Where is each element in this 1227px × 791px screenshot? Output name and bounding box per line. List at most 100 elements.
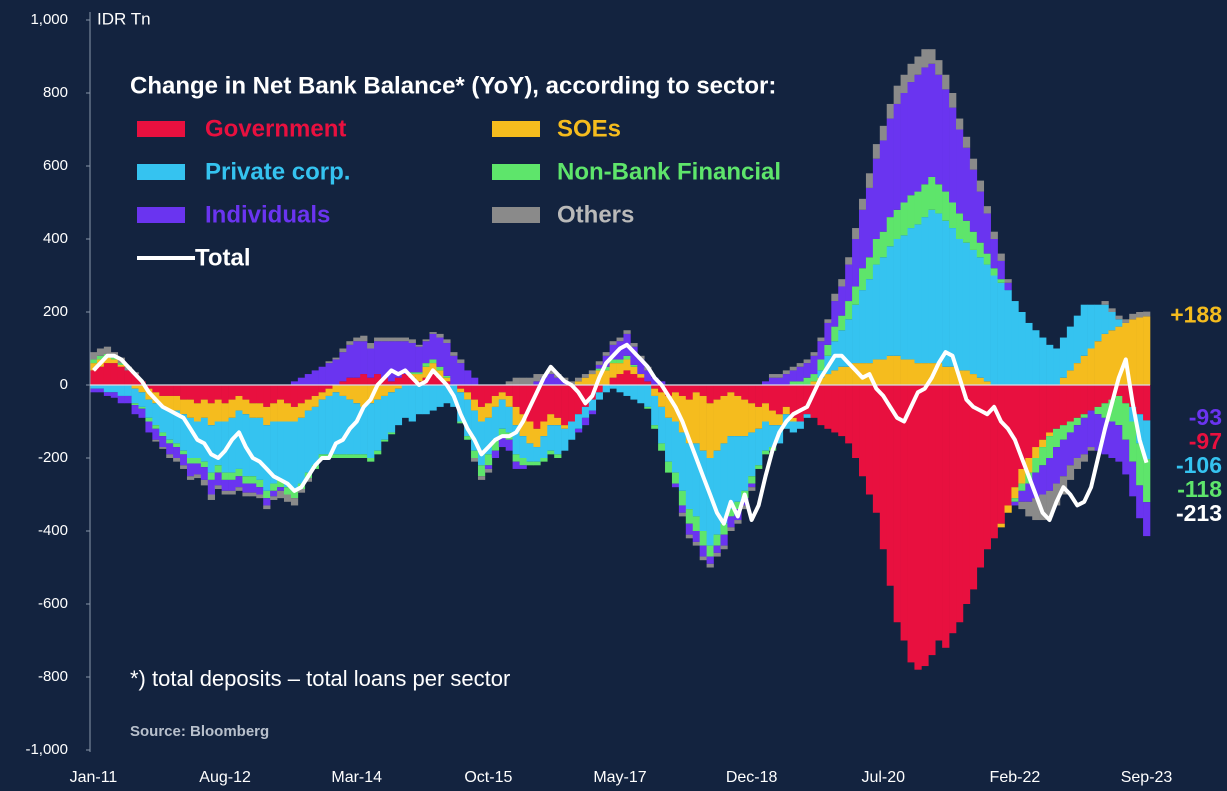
bar-segment — [110, 392, 119, 398]
bar-segment — [921, 217, 929, 364]
bar-segment — [886, 246, 894, 356]
bar-segment — [221, 472, 229, 480]
bar-segment — [789, 421, 797, 433]
bar-segment — [755, 406, 763, 429]
bar-segment — [540, 458, 548, 462]
bar-segment — [921, 184, 929, 218]
bar-segment — [755, 465, 763, 469]
bar-segment — [1025, 483, 1033, 502]
bar-segment — [713, 385, 721, 400]
bar-segment — [588, 410, 597, 415]
bar-segment — [768, 410, 777, 426]
x-tick-label: Oct-15 — [464, 769, 512, 786]
bar-segment — [976, 242, 985, 258]
bar-segment — [692, 392, 700, 444]
bar-segment — [942, 191, 950, 221]
bar-segment — [644, 406, 652, 409]
bar-segment — [353, 385, 361, 404]
bar-segment — [96, 355, 105, 360]
bar-segment — [1059, 425, 1068, 440]
bar-segment — [90, 359, 98, 364]
bar-segment — [734, 436, 742, 502]
bar-segment — [678, 385, 687, 396]
bar-segment — [491, 450, 500, 458]
bar-segment — [360, 335, 368, 342]
bar-segment — [810, 374, 818, 382]
bar-segment — [1073, 425, 1082, 458]
bar-segment — [471, 410, 479, 451]
bar-segment — [360, 341, 368, 375]
bar-segment — [1136, 414, 1144, 444]
bar-segment — [879, 257, 888, 360]
bar-segment — [519, 465, 527, 469]
legend-label: SOEs — [557, 115, 621, 142]
bar-segment — [990, 385, 998, 539]
bar-segment — [1129, 421, 1137, 462]
bar-segment — [193, 463, 202, 475]
bar-segment — [637, 385, 645, 404]
bar-segment — [477, 385, 486, 407]
bar-segment — [443, 377, 451, 382]
bar-segment — [893, 209, 901, 239]
bar-segment — [1046, 436, 1054, 458]
bar-segment — [547, 374, 555, 385]
bar-segment — [367, 385, 375, 404]
bar-segment — [471, 377, 479, 385]
bar-segment — [602, 366, 610, 371]
bar-segment — [775, 385, 784, 415]
bar-segment — [1018, 483, 1026, 491]
bar-segment — [921, 49, 929, 68]
bar-segment — [512, 425, 520, 455]
footnote: *) total deposits – total loans per sect… — [130, 666, 510, 691]
bar-segment — [942, 366, 950, 385]
bar-segment — [270, 490, 278, 497]
bar-segment — [859, 363, 867, 385]
bar-segment — [845, 301, 853, 320]
bar-segment — [436, 370, 444, 378]
bar-segment — [568, 385, 576, 422]
bar-segment — [554, 417, 562, 426]
bar-segment — [609, 385, 617, 389]
bar-segment — [588, 374, 597, 385]
bar-segment — [852, 304, 860, 364]
bar-segment — [353, 454, 361, 458]
bar-segment — [685, 523, 694, 535]
x-tick-label: May-17 — [593, 769, 646, 786]
bar-segment — [1094, 385, 1102, 407]
bar-segment — [200, 399, 209, 418]
bar-segment — [706, 385, 714, 404]
bar-segment — [387, 337, 396, 342]
bar-segment — [103, 357, 112, 364]
bar-segment — [1039, 465, 1047, 495]
bar-segment — [852, 239, 860, 287]
bar-segment — [1046, 458, 1054, 491]
bar-segment — [692, 443, 700, 517]
bar-segment — [838, 366, 846, 385]
bar-segment — [907, 359, 915, 385]
bar-segment — [270, 403, 278, 422]
bar-segment — [193, 474, 202, 479]
bar-segment — [422, 341, 430, 364]
bar-segment — [457, 363, 465, 385]
bar-segment — [297, 403, 306, 418]
bar-segment — [540, 385, 548, 422]
bar-segment — [1053, 428, 1061, 448]
bar-segment — [173, 443, 181, 448]
bar-segment — [879, 140, 888, 232]
bar-segment — [990, 231, 998, 239]
bar-segment — [117, 363, 125, 365]
bar-segment — [422, 366, 430, 378]
bar-segment — [173, 395, 181, 411]
bar-segment — [713, 450, 721, 535]
bar-segment — [415, 346, 423, 373]
bar-segment — [685, 534, 694, 539]
bar-segment — [1108, 330, 1116, 385]
bar-segment — [678, 395, 687, 433]
bar-segment — [484, 468, 493, 473]
bar-segment — [671, 472, 680, 484]
bar-segment — [1129, 461, 1137, 497]
bar-segment — [969, 374, 978, 385]
bar-segment — [186, 385, 195, 400]
bar-segment — [949, 202, 957, 229]
bar-segment — [893, 85, 901, 104]
